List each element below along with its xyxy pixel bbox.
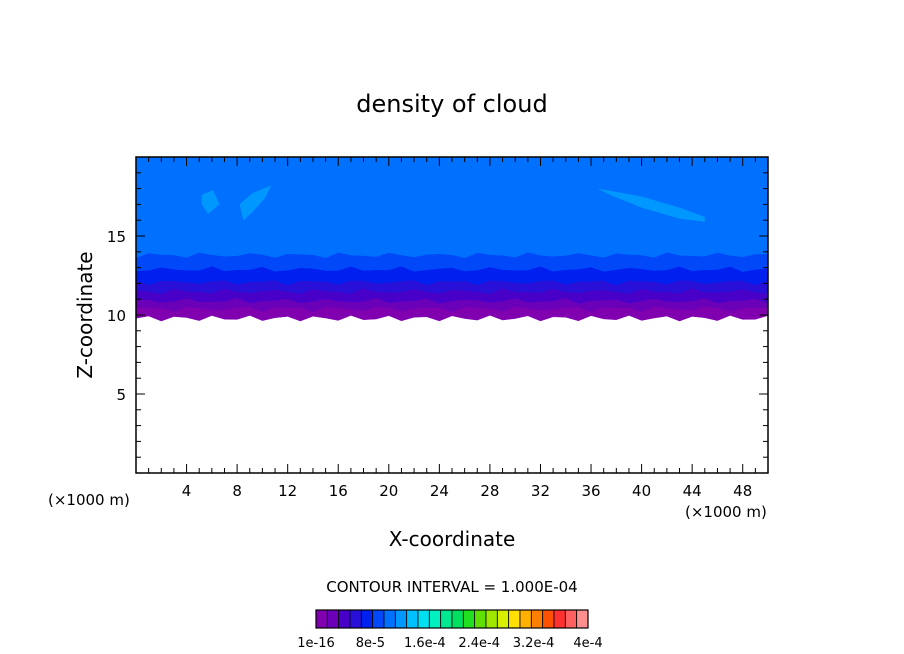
colorbar-swatch bbox=[576, 609, 589, 629]
x-tick-label: 44 bbox=[683, 482, 702, 500]
colorbar-swatch bbox=[394, 609, 408, 629]
x-tick-label: 12 bbox=[278, 482, 297, 500]
x-tick-label: 32 bbox=[531, 482, 550, 500]
colorbar-swatch bbox=[372, 609, 385, 629]
colorbar-swatch bbox=[315, 609, 328, 629]
colorbar bbox=[315, 609, 589, 629]
x-unit-label: (×1000 m) bbox=[685, 503, 767, 521]
colorbar-swatch bbox=[519, 609, 532, 629]
x-tick-label: 40 bbox=[632, 482, 651, 500]
y-tick-label: 10 bbox=[107, 307, 126, 325]
colorbar-label: 1e-16 bbox=[297, 636, 335, 651]
colorbar-swatch bbox=[349, 609, 362, 629]
colorbar-swatch bbox=[542, 609, 555, 629]
colorbar-swatch bbox=[406, 609, 419, 629]
colorbar-swatch bbox=[417, 609, 430, 629]
colorbar-labels: 1e-16 8e-5 1.6e-4 2.4e-4 3.2e-4 4e-4 bbox=[297, 636, 602, 651]
colorbar-swatch bbox=[530, 609, 544, 629]
colorbar-label: 1.6e-4 bbox=[404, 636, 446, 651]
x-axis-label: X-coordinate bbox=[389, 527, 516, 551]
x-tick-label: 24 bbox=[430, 482, 449, 500]
colorbar-swatch bbox=[383, 609, 396, 629]
x-tick-label: 28 bbox=[480, 482, 499, 500]
colorbar-swatch bbox=[338, 609, 351, 629]
colorbar-swatch bbox=[474, 609, 487, 629]
colorbar-swatch bbox=[360, 609, 374, 629]
contour-interval-text: CONTOUR INTERVAL = 1.000E-04 bbox=[326, 578, 577, 596]
cloud-patch-1 bbox=[239, 185, 272, 221]
colorbar-swatch bbox=[508, 609, 521, 629]
colorbar-label: 3.2e-4 bbox=[513, 636, 555, 651]
x-tick-label: 36 bbox=[581, 482, 600, 500]
colorbar-swatch bbox=[462, 609, 476, 629]
colorbar-swatch bbox=[326, 609, 340, 629]
colorbar-swatch bbox=[485, 609, 498, 629]
x-tick-label: 48 bbox=[733, 482, 752, 500]
x-tick-label: 16 bbox=[329, 482, 348, 500]
x-tick-label: 4 bbox=[182, 482, 192, 500]
colorbar-swatch bbox=[451, 609, 464, 629]
y-tick-label: 15 bbox=[107, 228, 126, 246]
x-tick-label: 8 bbox=[232, 482, 242, 500]
colorbar-label: 4e-4 bbox=[573, 636, 602, 651]
cloud-patch-2 bbox=[201, 190, 220, 214]
colorbar-swatch bbox=[553, 609, 566, 629]
colorbar-swatch bbox=[428, 609, 442, 629]
x-axis-ticks: 4 8 12 16 20 24 28 32 36 40 44 48 bbox=[148, 157, 756, 500]
plot-area bbox=[135, 156, 769, 322]
z-unit-label: (×1000 m) bbox=[48, 491, 130, 509]
x-tick-label: 20 bbox=[379, 482, 398, 500]
chart-title: density of cloud bbox=[356, 90, 547, 118]
colorbar-swatch bbox=[496, 609, 510, 629]
colorbar-label: 2.4e-4 bbox=[458, 636, 500, 651]
colorbar-frame bbox=[315, 609, 589, 629]
colorbar-swatch bbox=[564, 609, 578, 629]
y-axis-ticks: 5 10 15 bbox=[107, 172, 768, 458]
cloud-patch-0 bbox=[597, 188, 705, 222]
colorbar-swatch bbox=[440, 609, 453, 629]
y-axis-label: Z-coordinate bbox=[73, 251, 97, 378]
colorbar-label: 8e-5 bbox=[356, 636, 385, 651]
y-tick-label: 5 bbox=[116, 386, 126, 404]
